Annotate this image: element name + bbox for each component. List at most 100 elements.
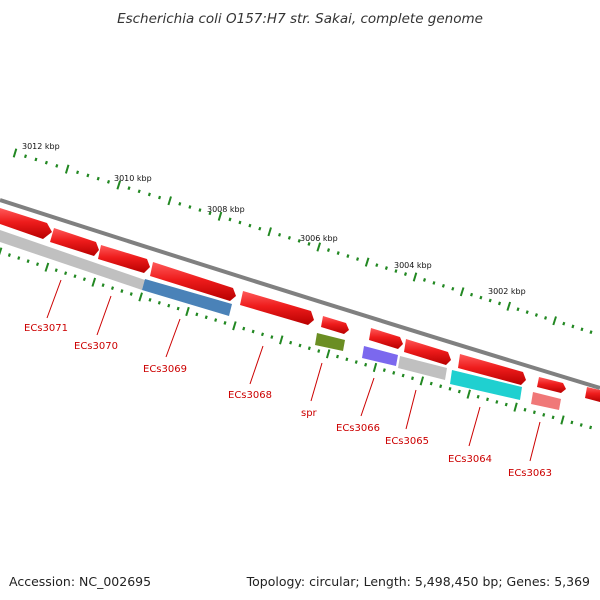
- outer-ruler-tick: [55, 164, 59, 168]
- outer-ruler-tick: [248, 223, 252, 228]
- inner-ruler-tick: [0, 247, 3, 256]
- inner-ruler-tick: [513, 402, 518, 412]
- outer-ruler-tick: [137, 189, 141, 194]
- gene-label-ECs3066: ECs3066: [336, 423, 380, 434]
- outer-ruler: [12, 148, 593, 335]
- outer-ruler-tick: [96, 176, 100, 181]
- leader-ECs3064: [468, 406, 481, 447]
- gene-forward-5: [240, 291, 314, 325]
- outer-ruler-tick: [12, 148, 18, 158]
- inner-ruler-tick: [354, 360, 358, 364]
- inner-ruler-tick: [570, 420, 574, 425]
- gene-forward-1: [0, 208, 52, 239]
- inner-ruler-tick: [523, 407, 527, 412]
- outer-ruler-tick: [64, 164, 70, 174]
- ruler-labels: 3012 kbp 3010 kbp 3008 kbp 3006 kbp 3004…: [22, 142, 526, 296]
- kbp-label-3006: 3006 kbp: [300, 234, 338, 243]
- inner-ruler-tick: [325, 349, 331, 359]
- inner-ruler-tick: [279, 335, 284, 345]
- accession-text: Accession: NC_002695: [9, 574, 151, 589]
- outer-ruler-tick: [375, 263, 379, 267]
- outer-ruler-tick: [44, 160, 48, 165]
- forward-strand-genes: [0, 208, 600, 402]
- gene-labels: ECs3071 ECs3070 ECs3069 ECs3068 spr ECs3…: [24, 323, 552, 479]
- gene-bar-ECs3063: [531, 392, 561, 410]
- leader-ECs3066: [360, 377, 375, 417]
- outer-ruler-tick: [346, 254, 350, 258]
- reverse-strand-genes: [0, 230, 561, 410]
- inner-ruler-tick: [223, 321, 227, 325]
- inner-ruler-tick: [260, 332, 265, 337]
- outer-ruler-tick: [208, 211, 212, 216]
- inner-ruler-tick: [364, 362, 368, 367]
- gene-label-ECs3069: ECs3069: [143, 364, 187, 375]
- inner-ruler-tick: [195, 312, 199, 317]
- inner-ruler-tick: [401, 373, 405, 378]
- leader-ECs3071: [46, 279, 62, 319]
- outer-ruler-tick: [562, 321, 566, 326]
- gene-forward-7: [369, 328, 403, 349]
- inner-ruler-tick: [589, 425, 593, 430]
- outer-ruler-tick: [86, 173, 90, 178]
- outer-ruler-tick: [451, 286, 455, 291]
- outer-ruler-tick: [167, 196, 172, 206]
- outer-ruler-tick: [106, 179, 111, 184]
- gene-forward-10: [537, 377, 566, 393]
- gene-bar-spr: [315, 333, 345, 351]
- outer-ruler-tick: [470, 292, 474, 297]
- outer-ruler-tick: [76, 170, 80, 175]
- inner-ruler-tick: [345, 357, 349, 362]
- outer-ruler-tick: [178, 202, 182, 206]
- outer-ruler-tick: [307, 242, 311, 246]
- inner-ruler-tick: [157, 300, 161, 305]
- outer-ruler-tick: [571, 324, 575, 329]
- outer-ruler-tick: [394, 269, 398, 273]
- outer-ruler-tick: [544, 316, 548, 320]
- outer-ruler-tick: [23, 154, 28, 159]
- outer-ruler-tick: [432, 281, 436, 285]
- gene-forward-2: [50, 228, 99, 256]
- inner-ruler-tick: [214, 318, 218, 322]
- leader-spr: [310, 362, 323, 402]
- inner-ruler-tick: [466, 389, 471, 399]
- outer-ruler-tick: [364, 257, 370, 267]
- outer-ruler-tick: [384, 266, 388, 270]
- inner-ruler-tick: [419, 376, 425, 386]
- gene-label-ECs3068: ECs3068: [228, 390, 272, 401]
- inner-ruler-tick: [64, 271, 68, 276]
- inner-ruler-tick: [289, 340, 293, 345]
- gene-forward-8: [404, 339, 451, 365]
- inner-ruler-tick: [532, 410, 536, 415]
- gene-bar-ECs3070: [0, 230, 145, 290]
- gene-forward-6: [321, 316, 349, 334]
- gene-label-ECs3063: ECs3063: [508, 468, 552, 479]
- gene-forward-9: [458, 354, 526, 385]
- gene-bar-ECs3069: [142, 279, 232, 316]
- topology-summary: Topology: circular; Length: 5,498,450 bp…: [246, 574, 590, 589]
- inner-ruler-tick: [411, 376, 414, 381]
- outer-ruler-tick: [127, 186, 131, 191]
- leader-ECs3070: [96, 295, 112, 336]
- inner-ruler-tick: [232, 321, 237, 331]
- outer-ruler-tick: [34, 157, 38, 162]
- gene-label-ECs3071: ECs3071: [24, 323, 68, 334]
- kbp-label-3012: 3012 kbp: [22, 142, 60, 151]
- kbp-label-3004: 3004 kbp: [394, 261, 432, 270]
- outer-ruler-tick: [356, 257, 360, 261]
- outer-ruler-tick: [412, 272, 418, 282]
- inner-ruler-tick: [129, 292, 133, 296]
- inner-ruler-tick: [35, 262, 40, 267]
- outer-ruler-tick: [506, 301, 512, 311]
- inner-ruler-tick: [251, 329, 255, 334]
- gene-label-ECs3065: ECs3065: [385, 436, 429, 447]
- outer-ruler-tick: [217, 211, 223, 221]
- inner-ruler-tick: [551, 415, 555, 420]
- inner-ruler-tick: [54, 268, 58, 273]
- inner-ruler-tick: [138, 292, 143, 302]
- outer-ruler-tick: [198, 208, 202, 212]
- leader-ECs3065: [405, 389, 417, 430]
- outer-ruler-tick: [316, 242, 322, 252]
- inner-ruler-tick: [504, 402, 508, 407]
- kbp-label-3002: 3002 kbp: [488, 287, 526, 296]
